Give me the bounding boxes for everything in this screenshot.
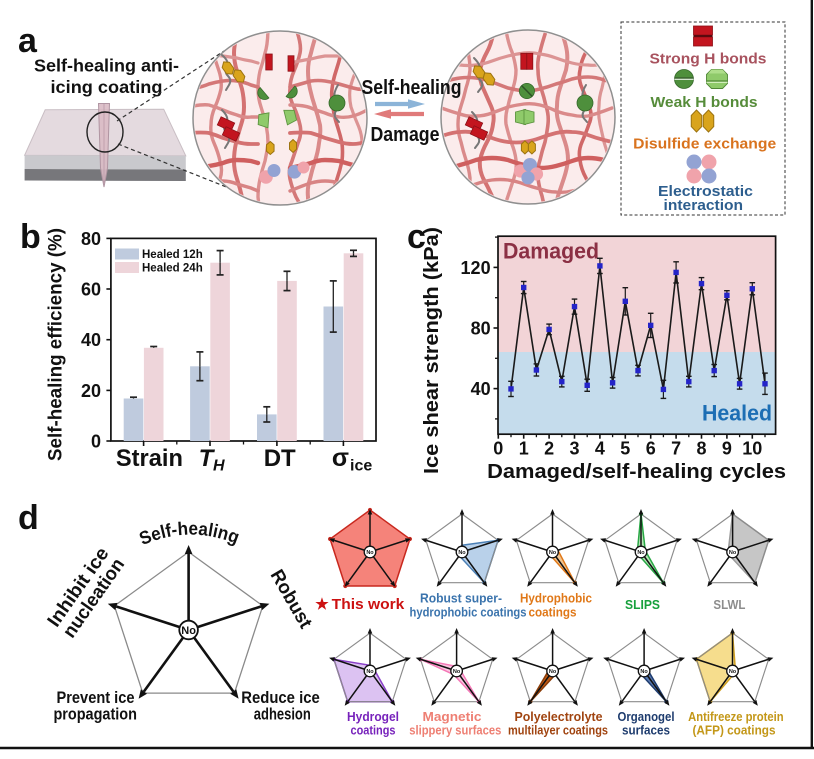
svg-text:Strain: Strain — [116, 445, 183, 472]
svg-text:Healed 12h: Healed 12h — [142, 249, 203, 261]
svg-text:slippery surfaces: slippery surfaces — [409, 722, 501, 737]
svg-text:4: 4 — [595, 438, 605, 458]
svg-text:(AFP) coatings: (AFP) coatings — [693, 722, 776, 737]
svg-text:No: No — [549, 550, 557, 556]
svg-text:c: c — [407, 218, 426, 256]
svg-text:5: 5 — [620, 438, 630, 458]
svg-text:No: No — [729, 550, 737, 556]
svg-text:3: 3 — [569, 438, 579, 458]
svg-text:Self-healing anti-: Self-healing anti- — [34, 56, 179, 76]
svg-text:Prevent ice: Prevent ice — [57, 688, 135, 707]
svg-text:propagation: propagation — [53, 705, 137, 724]
svg-text:8: 8 — [696, 438, 706, 458]
svg-text:Strong H bonds: Strong H bonds — [650, 52, 767, 68]
svg-text:a: a — [18, 22, 38, 60]
svg-text:Self-healing: Self-healing — [136, 518, 242, 549]
svg-text:Robust: Robust — [266, 566, 317, 632]
svg-text:Healed: Healed — [702, 401, 772, 426]
svg-text:No: No — [549, 669, 557, 675]
svg-text:6: 6 — [646, 438, 656, 458]
svg-text:Damage: Damage — [371, 124, 440, 146]
svg-text:multilayer coatings: multilayer coatings — [508, 722, 608, 737]
svg-text:No: No — [640, 669, 648, 675]
svg-text:60: 60 — [81, 280, 101, 300]
svg-text:Magnetic: Magnetic — [423, 709, 482, 724]
svg-text:Polyelectrolyte: Polyelectrolyte — [515, 709, 603, 724]
svg-text:No: No — [181, 625, 196, 637]
svg-text:ice: ice — [350, 458, 372, 475]
svg-text:No: No — [458, 550, 466, 556]
svg-text:No: No — [637, 550, 645, 556]
svg-text:40: 40 — [471, 379, 491, 399]
svg-text:Self-healing efficiency (%): Self-healing efficiency (%) — [46, 228, 67, 461]
svg-text:hydrophobic coatings: hydrophobic coatings — [410, 605, 527, 620]
svg-text:coatings: coatings — [529, 605, 577, 620]
svg-text:d: d — [18, 499, 39, 537]
svg-text:0: 0 — [91, 432, 101, 452]
svg-text:SLIPS: SLIPS — [625, 597, 660, 612]
svg-text:surfaces: surfaces — [622, 722, 670, 737]
svg-text:1: 1 — [519, 438, 529, 458]
svg-text:80: 80 — [81, 229, 101, 249]
svg-text:Robust super-: Robust super- — [420, 591, 502, 606]
svg-text:T: T — [199, 445, 216, 472]
svg-text:Self-healing: Self-healing — [362, 77, 462, 99]
svg-text:H: H — [213, 458, 225, 475]
svg-text:No: No — [366, 669, 374, 675]
svg-text:120: 120 — [461, 258, 491, 278]
svg-text:Damaged: Damaged — [503, 239, 599, 264]
svg-text:Weak H bonds: Weak H bonds — [651, 95, 758, 111]
svg-text:interaction: interaction — [664, 198, 744, 214]
svg-text:10: 10 — [742, 438, 762, 458]
svg-text:Reduce ice: Reduce ice — [241, 688, 320, 707]
svg-text:adhesion: adhesion — [254, 705, 311, 724]
svg-text:Electrostatic: Electrostatic — [658, 184, 753, 200]
svg-text:icing coating: icing coating — [51, 77, 163, 97]
svg-text:b: b — [20, 218, 41, 256]
svg-text:No: No — [453, 669, 461, 675]
svg-text:80: 80 — [471, 319, 491, 339]
svg-text:This work: This work — [332, 596, 405, 613]
svg-text:2: 2 — [544, 438, 554, 458]
svg-text:Antifreeze protein: Antifreeze protein — [688, 709, 784, 724]
svg-text:7: 7 — [671, 438, 681, 458]
svg-text:Organogel: Organogel — [618, 709, 675, 724]
svg-text:Healed 24h: Healed 24h — [142, 263, 203, 275]
svg-text:9: 9 — [722, 438, 732, 458]
svg-text:Hydrophobic: Hydrophobic — [520, 591, 592, 606]
svg-text:40: 40 — [81, 330, 101, 350]
svg-text:SLWL: SLWL — [713, 597, 745, 612]
svg-text:DT: DT — [264, 445, 296, 472]
svg-text:Disulfide exchange: Disulfide exchange — [633, 137, 776, 153]
svg-text:σ: σ — [332, 444, 349, 472]
svg-text:Damaged/self-healing cycles: Damaged/self-healing cycles — [487, 461, 786, 483]
svg-text:0: 0 — [493, 438, 503, 458]
svg-text:Ice shear strength (kPa): Ice shear strength (kPa) — [421, 227, 443, 474]
svg-text:coatings: coatings — [351, 722, 396, 737]
svg-text:No: No — [729, 669, 737, 675]
svg-text:No: No — [366, 550, 374, 556]
svg-text:20: 20 — [81, 381, 101, 401]
svg-text:★: ★ — [315, 596, 329, 613]
svg-text:Hydrogel: Hydrogel — [347, 709, 399, 724]
